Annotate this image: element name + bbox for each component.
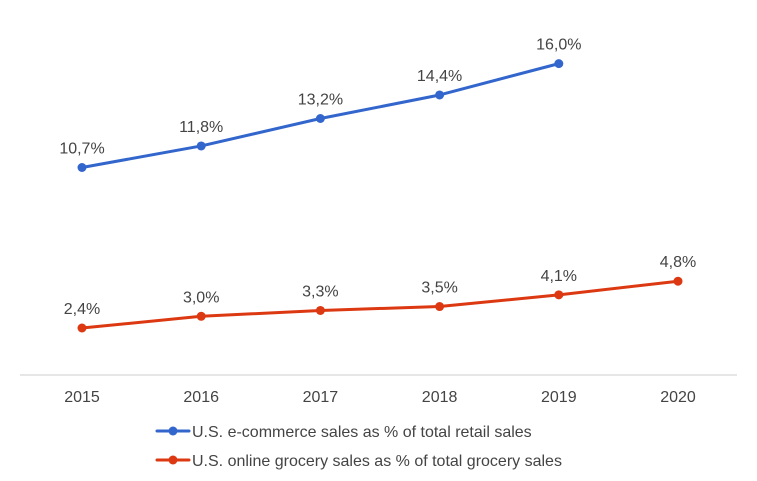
x-tick-label-2018: 2018 xyxy=(422,389,458,406)
series-1-point-2019 xyxy=(554,59,564,69)
series-1-point-2017 xyxy=(315,114,325,123)
x-tick-label-2015: 2015 xyxy=(64,389,100,406)
legend: U.S. e-commerce sales as % of total reta… xyxy=(155,424,562,470)
legend-label-1: U.S. e-commerce sales as % of total reta… xyxy=(192,424,532,441)
series-2-data-label-2019: 4,1% xyxy=(541,268,577,285)
series-2-point-2018 xyxy=(435,302,445,312)
series-2-point-2017 xyxy=(315,305,325,315)
series-2-data-label-2017: 3,3% xyxy=(302,283,338,300)
series-1-data-label-2016: 11,8% xyxy=(179,119,223,136)
series-layer: 10,7% 11,8% 13,2% 14,4% 16,0% 2,4% 3,0% 3,3% 3,5… xyxy=(59,37,696,333)
series-2-data-label-2018: 3,5% xyxy=(421,280,457,297)
series-1-data-label-2015: 10,7% xyxy=(59,141,104,158)
x-tick-label-2016: 2016 xyxy=(183,389,219,406)
series-2-point-2019 xyxy=(554,290,564,300)
series-2-point-2015 xyxy=(77,323,87,333)
series-2: 2,4% 3,0% 3,3% 3,5% 4,1% 4,8% xyxy=(64,254,696,333)
series-2-data-label-2015: 2,4% xyxy=(64,301,100,318)
series-2-data-label-2020: 4,8% xyxy=(660,254,696,271)
legend-swatch-marker-2 xyxy=(168,455,178,465)
x-tick-label-2017: 2017 xyxy=(303,389,339,406)
x-axis-tick-labels: 2015 2016 2017 2018 2019 2020 xyxy=(64,389,696,406)
x-tick-label-2019: 2019 xyxy=(541,389,577,406)
legend-label-2: U.S. online grocery sales as % of total … xyxy=(192,453,562,470)
series-1-point-2015 xyxy=(77,163,87,172)
series-2-line xyxy=(80,279,680,330)
x-tick-label-2020: 2020 xyxy=(660,389,696,406)
series-1-data-label-2017: 13,2% xyxy=(298,92,343,109)
series-2-point-2020 xyxy=(673,276,683,286)
legend-swatch-marker-1 xyxy=(168,426,178,436)
series-2-data-label-2016: 3,0% xyxy=(183,289,219,306)
series-1-point-2016 xyxy=(196,141,206,151)
series-1-data-label-2019: 16,0% xyxy=(536,37,581,54)
legend-item-2: U.S. online grocery sales as % of total … xyxy=(155,453,562,470)
series-1: 10,7% 11,8% 13,2% 14,4% 16,0% xyxy=(59,37,581,172)
series-1-data-label-2018: 14,4% xyxy=(417,68,462,85)
legend-item-1: U.S. e-commerce sales as % of total reta… xyxy=(155,424,532,441)
series-2-point-2016 xyxy=(196,311,206,321)
series-1-point-2018 xyxy=(435,90,445,100)
